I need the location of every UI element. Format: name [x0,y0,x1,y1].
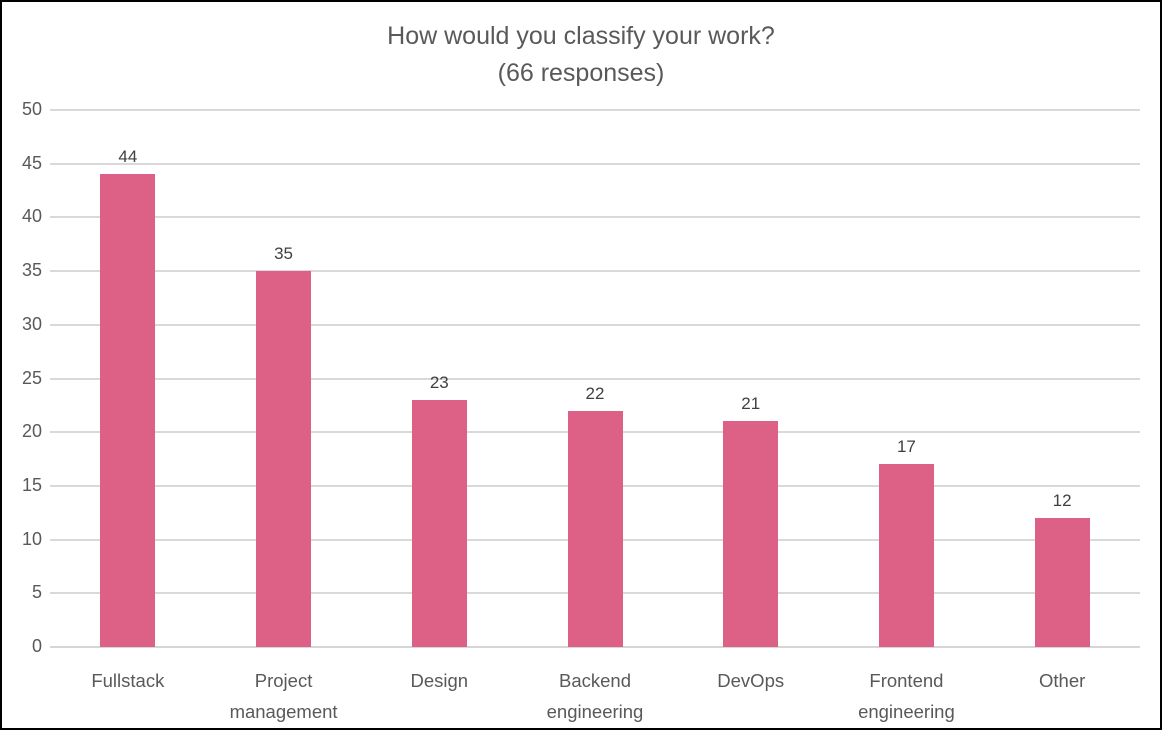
bar [411,399,467,647]
y-axis-tick-label: 50 [21,99,42,119]
gridline [50,109,1140,111]
y-axis-tick-label: 25 [21,367,42,388]
x-axis-line [50,646,1140,648]
x-axis-label: DevOps [717,670,785,691]
y-axis-tick-label: 20 [21,421,42,442]
y-axis-tick-label: 35 [21,260,42,281]
bar-value-label: 12 [1052,491,1072,511]
y-axis-tick-label: 40 [21,206,42,227]
bar [100,174,156,647]
bar-value-label: 17 [896,437,916,457]
bar-value-label: 22 [585,383,605,403]
bar [567,410,623,647]
x-axis-label: Project management [229,670,338,722]
bar-value-label: 35 [274,244,294,264]
gridline [50,162,1140,165]
bar [723,421,779,647]
bar [1034,518,1090,647]
x-axis-label: Other [1039,670,1086,691]
bar-value-label: 21 [741,394,761,414]
y-axis-tick-label: 0 [31,636,42,656]
bar-value-label: 44 [118,147,138,167]
x-axis-label: Design [410,670,469,691]
bar [878,464,934,647]
gridline [50,270,1140,273]
x-axis-label: Frontend engineering [858,670,955,722]
x-axis-label: Fullstack [91,670,165,691]
gridline [50,377,1140,380]
gridline [50,323,1140,326]
y-axis-tick-label: 45 [21,152,42,173]
bar [256,271,312,647]
y-axis-tick-label: 5 [31,582,42,603]
x-axis-label: Backend engineering [546,670,644,722]
y-axis-tick-label: 10 [21,528,42,549]
bar-value-label: 23 [429,372,449,392]
gridline [50,216,1140,219]
y-axis-tick-label: 30 [21,313,42,334]
y-axis-tick-label: 15 [21,474,42,495]
